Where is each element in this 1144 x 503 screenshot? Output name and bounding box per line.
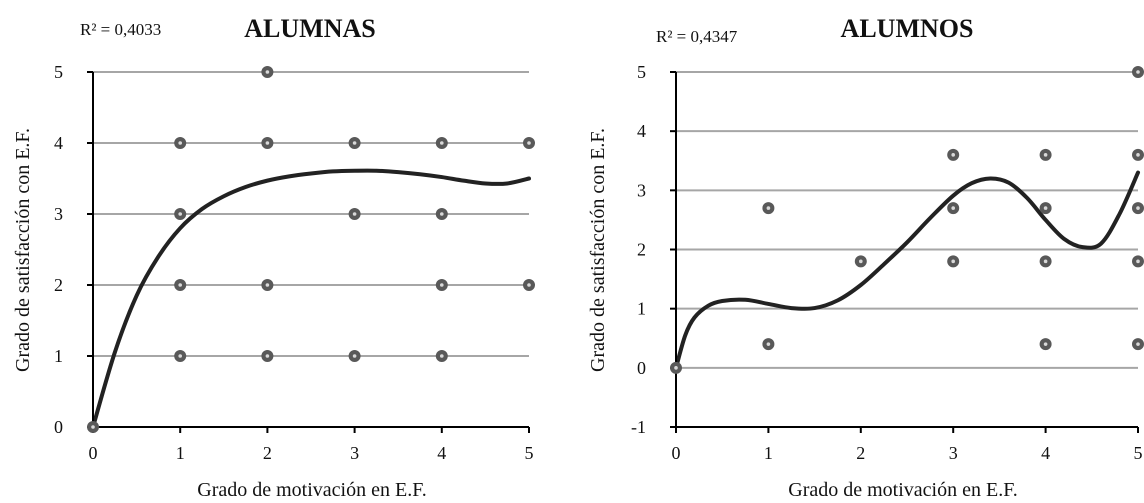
y-axis-label: Grado de satisfacción con E.F.: [587, 128, 609, 372]
grid-lines: [676, 71, 1138, 369]
data-point-center: [178, 141, 182, 145]
data-point-center: [265, 283, 270, 287]
y-tick-label: 5: [54, 62, 63, 82]
x-tick-label: 5: [525, 443, 534, 463]
data-point-center: [674, 366, 678, 370]
data-point-center: [265, 354, 270, 358]
trendline: [674, 170, 1140, 370]
r-squared-annotation: R² = 0,4347: [656, 27, 738, 46]
data-point-center: [440, 354, 444, 358]
trendline-group: [91, 168, 531, 429]
x-axis-label: Grado de motivación en E.F.: [788, 479, 1017, 501]
data-point-center: [178, 283, 182, 287]
y-tick-labels: -1 0 1 2 3 4 5: [631, 62, 646, 437]
data-point-center: [951, 259, 955, 264]
trendline-group: [674, 170, 1140, 370]
data-points: [87, 66, 535, 433]
y-tick-label: 3: [637, 180, 646, 200]
data-points: [670, 66, 1144, 374]
data-point-center: [1136, 206, 1140, 210]
x-tick-label: 2: [856, 443, 865, 463]
data-point-center: [265, 141, 270, 145]
data-point-center: [1043, 206, 1048, 210]
trendline: [91, 168, 531, 429]
y-axis-label: Grado de satisfacción con E.F.: [12, 128, 34, 372]
grid-lines: [93, 71, 529, 357]
data-point-center: [352, 354, 357, 358]
x-tick-label: 0: [672, 443, 681, 463]
r-squared-annotation: R² = 0,4033: [80, 20, 161, 39]
y-tick-label: -1: [631, 417, 646, 437]
y-tick-label: 2: [637, 240, 646, 260]
x-tick-labels: 0 1 2 3 4 5: [672, 443, 1143, 463]
data-point-center: [352, 212, 357, 216]
y-tick-label: 3: [54, 204, 63, 224]
data-point-center: [766, 206, 771, 210]
data-point-center: [178, 212, 182, 216]
data-point-center: [951, 153, 955, 157]
data-point-center: [527, 141, 531, 145]
data-point-center: [352, 141, 357, 145]
y-tick-label: 4: [54, 133, 63, 153]
x-tick-label: 0: [89, 443, 98, 463]
x-tick-label: 3: [949, 443, 958, 463]
y-tick-label: 1: [637, 299, 646, 319]
data-point-center: [951, 206, 955, 210]
y-tick-label: 4: [637, 121, 646, 141]
data-point-center: [527, 283, 531, 287]
y-tick-labels: 0 1 2 3 4 5: [54, 62, 63, 437]
data-point-center: [440, 141, 444, 145]
y-tick-label: 1: [54, 346, 63, 366]
data-point-center: [91, 425, 95, 429]
data-point-center: [766, 342, 771, 346]
y-tick-label: 0: [54, 417, 63, 437]
x-tick-label: 5: [1134, 443, 1143, 463]
data-point-center: [1136, 342, 1140, 346]
data-point-center: [440, 212, 444, 216]
axes: [670, 71, 1139, 433]
x-tick-label: 2: [263, 443, 272, 463]
data-point-center: [1136, 70, 1140, 74]
data-point-center: [440, 283, 444, 287]
chart-alumnos: 0 1 2 3 4 5 -1 0 1 2 3 4 5 ALUMNOS R² = 0,4347 Grad…: [587, 14, 1144, 501]
data-point-center: [859, 259, 863, 264]
x-tick-label: 4: [1041, 443, 1050, 463]
y-tick-label: 5: [637, 62, 646, 82]
data-point-center: [1136, 153, 1140, 157]
axes: [87, 71, 530, 433]
x-tick-label: 3: [350, 443, 359, 463]
chart-title: ALUMNAS: [244, 14, 375, 43]
y-tick-label: 0: [637, 358, 646, 378]
x-tick-label: 1: [176, 443, 185, 463]
data-point-center: [1043, 342, 1048, 346]
x-tick-label: 1: [764, 443, 773, 463]
data-point-center: [265, 70, 270, 74]
x-axis-label: Grado de motivación en E.F.: [197, 479, 426, 501]
chart-alumnas: 0 1 2 3 4 5 0 1 2 3 4 5 ALUMNAS R² = 0,4033 Grado …: [12, 14, 535, 501]
y-tick-label: 2: [54, 275, 63, 295]
data-point-center: [178, 354, 182, 358]
data-point-center: [1043, 259, 1048, 264]
chart-title: ALUMNOS: [841, 14, 974, 43]
x-tick-labels: 0 1 2 3 4 5: [89, 443, 534, 463]
data-point-center: [1136, 259, 1140, 264]
data-point-center: [1043, 153, 1048, 157]
x-tick-label: 4: [437, 443, 446, 463]
